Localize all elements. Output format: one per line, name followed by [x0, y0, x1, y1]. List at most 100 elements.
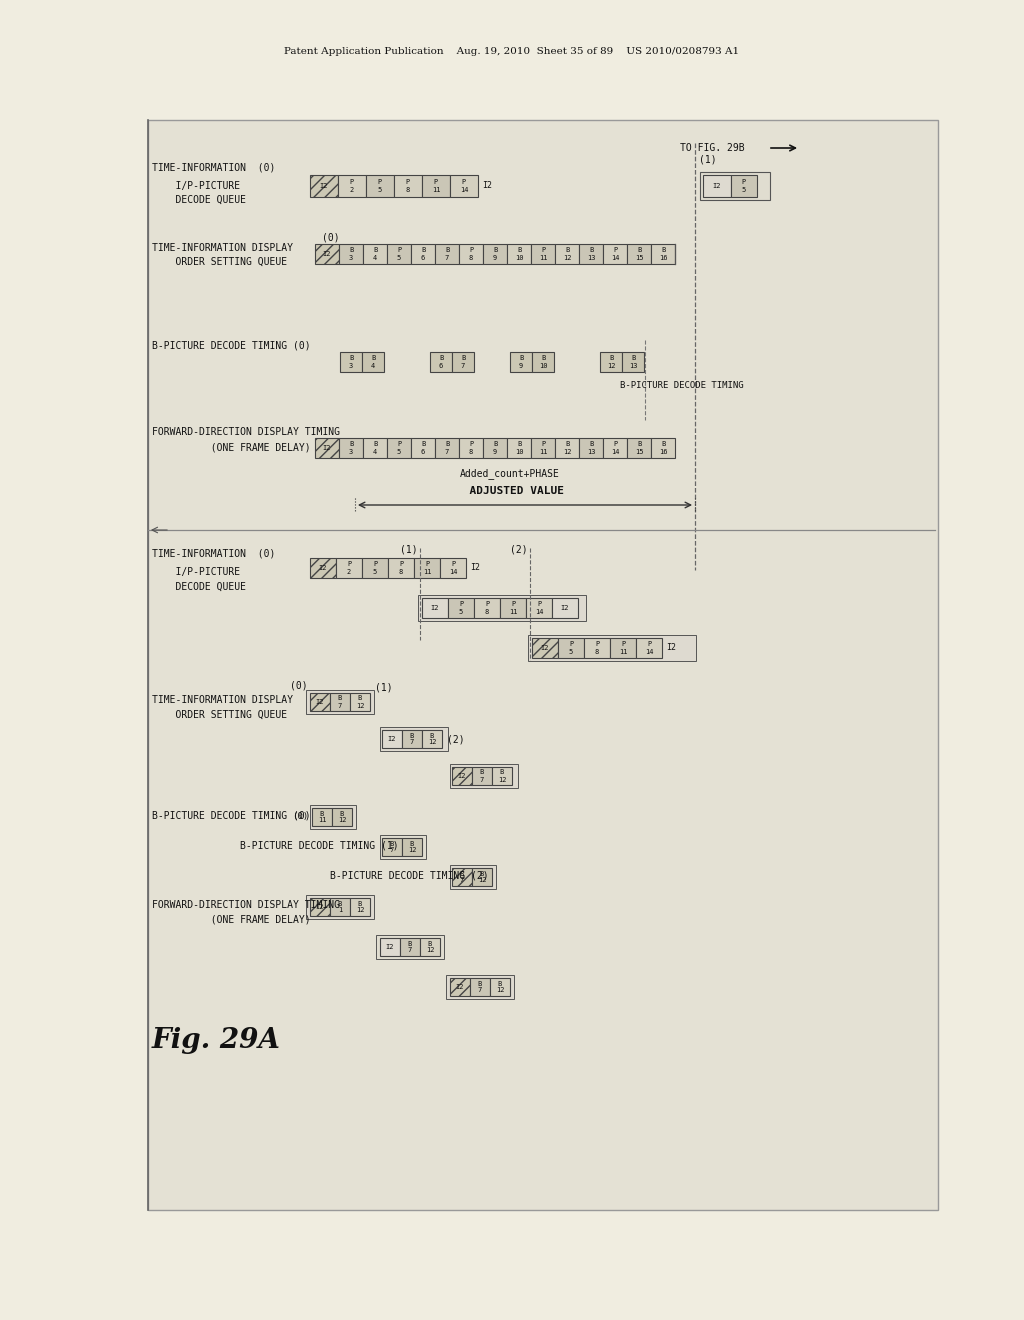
Bar [312, 808, 332, 826]
Bar [651, 244, 675, 264]
Text: B-PICTURE DECODE TIMING (0): B-PICTURE DECODE TIMING (0) [152, 341, 310, 350]
Text: P
11: P 11 [423, 561, 431, 574]
Text: I2: I2 [482, 181, 492, 190]
Bar [310, 176, 338, 197]
Text: Added_count+PHASE: Added_count+PHASE [460, 469, 560, 479]
Text: TIME-INFORMATION DISPLAY: TIME-INFORMATION DISPLAY [152, 696, 293, 705]
Bar [603, 438, 627, 458]
Bar [366, 176, 394, 197]
Text: B-PICTURE DECODE TIMING (2): B-PICTURE DECODE TIMING (2) [330, 870, 488, 880]
Text: P
8: P 8 [469, 248, 473, 260]
Bar [435, 244, 459, 264]
Text: I2: I2 [315, 700, 325, 705]
Bar [402, 838, 422, 855]
Text: P
8: P 8 [406, 180, 411, 193]
Text: P
14: P 14 [449, 561, 458, 574]
Bar [310, 805, 356, 829]
Text: B
12: B 12 [428, 733, 436, 746]
Text: P
2: P 2 [347, 561, 351, 574]
Text: I/P-PICTURE: I/P-PICTURE [152, 181, 240, 191]
Bar [362, 352, 384, 372]
Bar [636, 638, 662, 657]
Text: B
12: B 12 [496, 981, 504, 994]
Bar [452, 767, 472, 785]
Text: B
9: B 9 [493, 248, 497, 260]
Bar [330, 693, 350, 711]
Text: B
11: B 11 [317, 810, 327, 824]
Text: B
15: B 15 [635, 441, 643, 454]
Bar [510, 352, 532, 372]
Bar [584, 638, 610, 657]
Bar [422, 598, 449, 618]
Bar [610, 638, 636, 657]
Bar [532, 352, 554, 372]
Bar [600, 352, 622, 372]
Text: B-PICTURE DECODE TIMING (0): B-PICTURE DECODE TIMING (0) [152, 810, 310, 820]
Text: I2: I2 [541, 645, 549, 651]
Bar [332, 808, 352, 826]
Bar [531, 438, 555, 458]
Text: B-PICTURE DECODE TIMING (1): B-PICTURE DECODE TIMING (1) [240, 840, 398, 850]
Bar [306, 895, 374, 919]
Text: B
15: B 15 [635, 248, 643, 260]
Text: P
5: P 5 [741, 180, 746, 193]
Text: B
6: B 6 [421, 248, 425, 260]
Bar [422, 730, 442, 748]
Text: TO FIG. 29B: TO FIG. 29B [680, 143, 744, 153]
Text: B
7: B 7 [410, 733, 414, 746]
Bar [380, 939, 400, 956]
Bar [450, 865, 496, 888]
Text: DECODE QUEUE: DECODE QUEUE [152, 582, 246, 591]
Bar [411, 244, 435, 264]
Text: B
12: B 12 [355, 696, 365, 709]
Text: B
12: B 12 [408, 841, 416, 854]
Text: B
3: B 3 [349, 248, 353, 260]
Text: B
6: B 6 [439, 355, 443, 368]
Bar [449, 598, 474, 618]
Bar [528, 635, 696, 661]
Text: B
3: B 3 [349, 355, 353, 368]
Text: B
9: B 9 [519, 355, 523, 368]
Bar [490, 978, 510, 997]
Bar [376, 935, 444, 960]
Text: (0): (0) [322, 232, 340, 242]
Text: P
14: P 14 [610, 441, 620, 454]
Text: B
4: B 4 [373, 248, 377, 260]
Text: I2: I2 [561, 605, 569, 611]
Bar [558, 638, 584, 657]
Bar [339, 438, 362, 458]
Bar [492, 767, 512, 785]
Text: B
12: B 12 [498, 770, 506, 783]
Bar [435, 438, 459, 458]
Text: P
5: P 5 [459, 602, 463, 615]
Bar [402, 730, 422, 748]
Text: (ONE FRAME DELAY): (ONE FRAME DELAY) [152, 915, 310, 925]
Bar [310, 898, 330, 916]
Bar [422, 176, 450, 197]
Bar [627, 438, 651, 458]
Bar [603, 244, 627, 264]
Bar [507, 438, 531, 458]
Text: B
12: B 12 [355, 900, 365, 913]
Bar [380, 727, 449, 751]
Text: P
8: P 8 [485, 602, 489, 615]
Bar [387, 438, 411, 458]
Text: B
16: B 16 [658, 441, 668, 454]
Text: FORWARD-DIRECTION DISPLAY TIMING: FORWARD-DIRECTION DISPLAY TIMING [152, 900, 340, 909]
Text: B
10: B 10 [515, 248, 523, 260]
Text: Patent Application Publication    Aug. 19, 2010  Sheet 35 of 89    US 2010/02087: Patent Application Publication Aug. 19, … [285, 48, 739, 57]
Bar [555, 244, 579, 264]
Bar [452, 352, 474, 372]
Text: ORDER SETTING QUEUE: ORDER SETTING QUEUE [152, 257, 287, 267]
Text: B
7: B 7 [390, 841, 394, 854]
Text: B
4: B 4 [371, 355, 375, 368]
Text: B
1: B 1 [338, 900, 342, 913]
Bar [474, 598, 500, 618]
Bar [579, 244, 603, 264]
Bar [555, 438, 579, 458]
Bar [483, 244, 507, 264]
Bar [532, 638, 558, 657]
Bar [315, 438, 339, 458]
Text: (1): (1) [375, 682, 392, 692]
Bar [339, 244, 362, 264]
